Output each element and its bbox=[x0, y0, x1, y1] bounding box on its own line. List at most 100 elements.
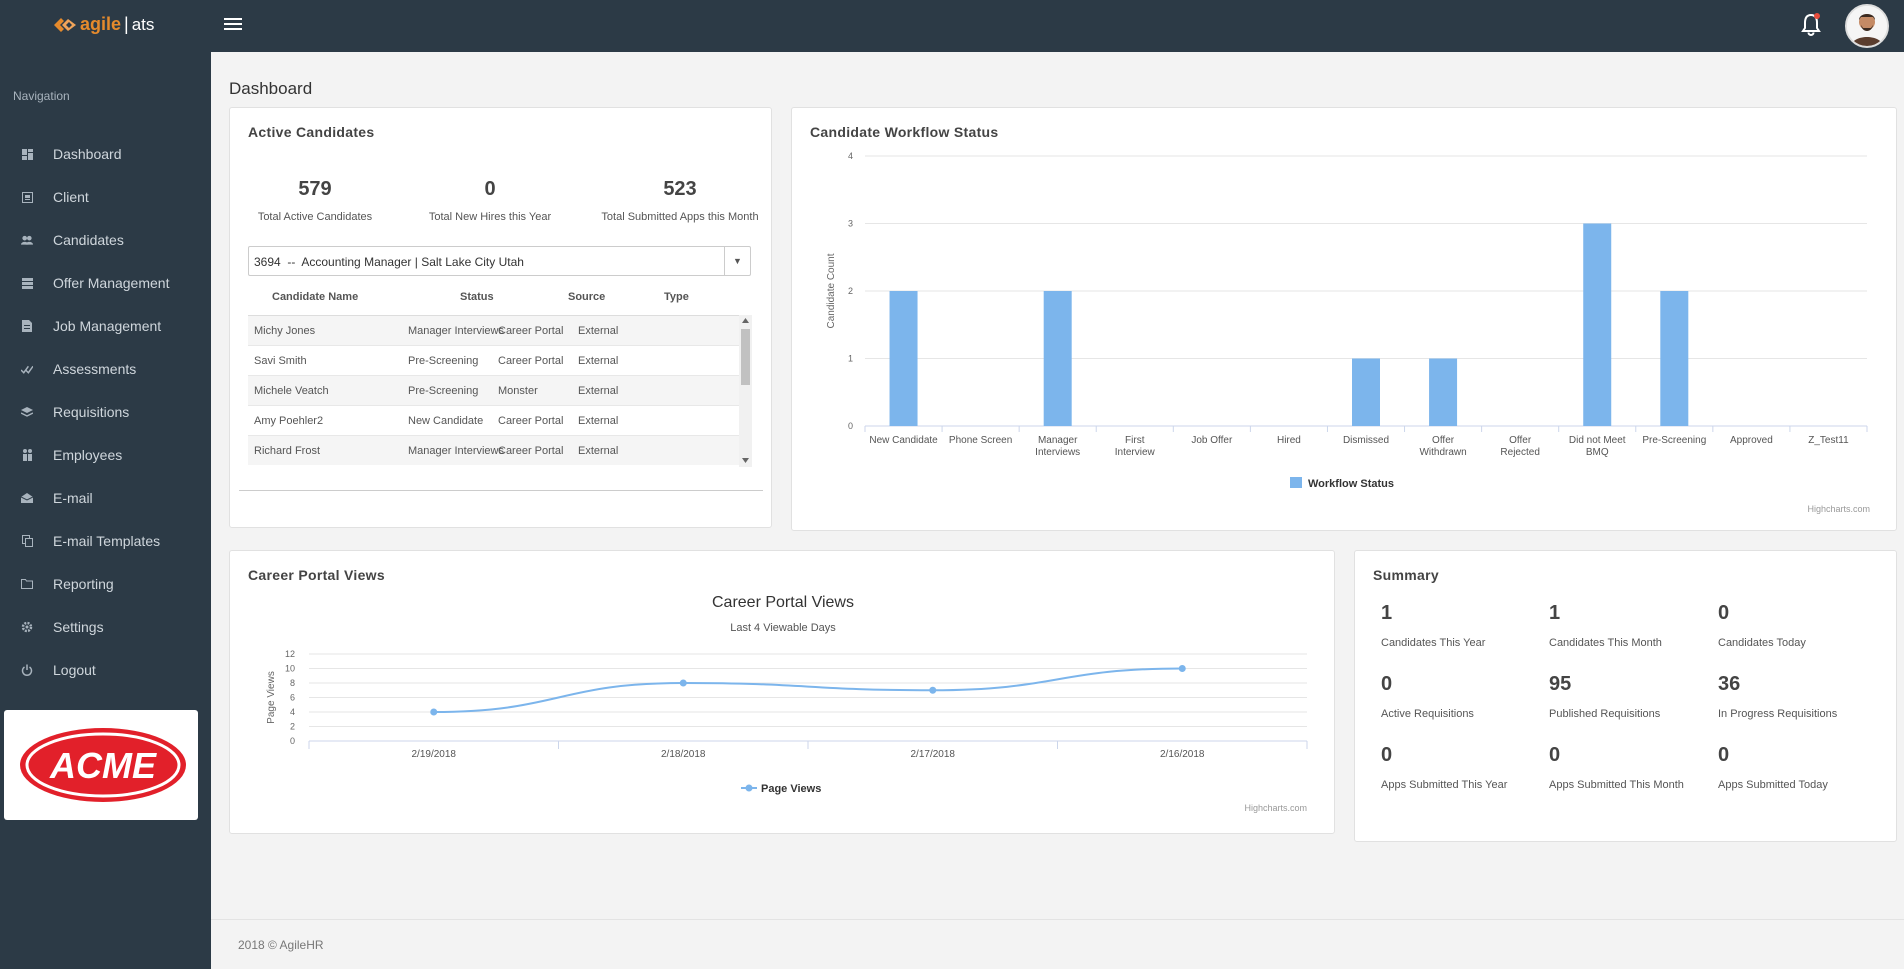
column-header-type[interactable]: Type bbox=[664, 291, 689, 303]
series-line bbox=[433, 667, 1183, 713]
cell-source: Career Portal bbox=[498, 415, 564, 427]
x-tick-label: Phone Screen bbox=[949, 435, 1012, 446]
summary-apps-month: 0 Apps Submitted This Month bbox=[1549, 744, 1684, 791]
panel-title: Summary bbox=[1373, 567, 1439, 583]
sidebar-item-label: Requisitions bbox=[53, 404, 130, 420]
x-tick-label: New Candidate bbox=[869, 435, 938, 446]
stat-label: Total Active Candidates bbox=[257, 211, 373, 223]
summary-active-requisitions: 0 Active Requisitions bbox=[1381, 673, 1474, 720]
sidebar-item-candidates[interactable]: Candidates bbox=[0, 220, 211, 260]
x-tick-label: Pre-Screening bbox=[1642, 435, 1706, 446]
client-logo-box: ACME bbox=[4, 710, 198, 820]
sidebar-item-label: Logout bbox=[53, 662, 96, 678]
table-scrollbar[interactable] bbox=[739, 315, 752, 467]
x-tick-label: 2/19/2018 bbox=[412, 749, 457, 760]
workflow-status-chart: 0 1 2 3 4 Candidate Count New Candidate Phone S… bbox=[826, 151, 1868, 490]
sidebar-item-employees[interactable]: Employees bbox=[0, 435, 211, 475]
summary-label: Published Requisitions bbox=[1549, 708, 1661, 720]
y-tick-label: 10 bbox=[285, 664, 295, 674]
x-tick-label: Job Offer bbox=[1191, 435, 1233, 446]
summary-value: 0 bbox=[1549, 744, 1561, 766]
agile-logo-icon bbox=[54, 17, 76, 32]
app-logo[interactable]: agile | ats bbox=[54, 14, 154, 35]
career-portal-views-panel: Career Portal Views Career Portal Views L… bbox=[229, 550, 1335, 834]
sidebar-item-email-templates[interactable]: E-mail Templates bbox=[0, 521, 211, 561]
y-tick-label: 1 bbox=[848, 354, 853, 364]
scroll-down-icon[interactable] bbox=[742, 458, 749, 463]
table-row[interactable]: Amy Poehler2 New Candidate Career Portal… bbox=[248, 406, 739, 436]
sidebar-item-assessments[interactable]: Assessments bbox=[0, 349, 211, 389]
sidebar-item-logout[interactable]: Logout bbox=[0, 650, 211, 690]
summary-label: Candidates Today bbox=[1718, 637, 1806, 649]
cell-type: External bbox=[578, 355, 619, 367]
nav-heading: Navigation bbox=[13, 89, 70, 103]
summary-value: 95 bbox=[1549, 673, 1572, 695]
cell-status: Manager Interviews bbox=[408, 445, 504, 457]
stat-label: Total New Hires this Year bbox=[428, 211, 552, 223]
table-row[interactable]: Michy Jones Manager Interviews Career Po… bbox=[248, 316, 739, 346]
legend-marker bbox=[745, 784, 753, 792]
summary-published-requisitions: 95 Published Requisitions bbox=[1549, 673, 1660, 720]
table-row[interactable]: Richard Frost Manager Interviews Career … bbox=[248, 436, 739, 465]
data-point bbox=[679, 679, 687, 687]
y-tick-label: 2 bbox=[290, 722, 295, 732]
x-tick-label: Interviews bbox=[1035, 447, 1080, 458]
sidebar-item-job-management[interactable]: Job Management bbox=[0, 306, 211, 346]
summary-apps-today: 0 Apps Submitted Today bbox=[1718, 744, 1828, 791]
table-row[interactable]: Savi Smith Pre-Screening Career Portal E… bbox=[248, 346, 739, 376]
summary-value: 1 bbox=[1381, 602, 1393, 624]
client-icon bbox=[21, 191, 33, 203]
menu-toggle-icon[interactable] bbox=[224, 18, 242, 32]
sidebar-item-dashboard[interactable]: Dashboard bbox=[0, 134, 211, 174]
chevron-down-icon[interactable]: ▼ bbox=[724, 247, 750, 275]
column-header-status[interactable]: Status bbox=[460, 291, 494, 303]
sidebar-item-reporting[interactable]: Reporting bbox=[0, 564, 211, 604]
page-title: Dashboard bbox=[229, 79, 313, 98]
sidebar-item-label: Reporting bbox=[53, 576, 114, 592]
notification-bell-icon[interactable] bbox=[1800, 12, 1822, 36]
copy-icon bbox=[21, 535, 33, 547]
cell-name: Savi Smith bbox=[254, 355, 307, 367]
y-tick-label: 8 bbox=[290, 678, 295, 688]
sidebar-item-label: Job Management bbox=[53, 318, 162, 334]
scroll-up-icon[interactable] bbox=[742, 318, 749, 323]
x-tick-label: Hired bbox=[1277, 435, 1301, 446]
sidebar: Navigation Dashboard Client Candidates O… bbox=[0, 52, 211, 969]
panel-title: Active Candidates bbox=[248, 124, 375, 140]
sidebar-item-label: Offer Management bbox=[53, 275, 170, 291]
sidebar-item-email[interactable]: E-mail bbox=[0, 478, 211, 518]
user-avatar[interactable] bbox=[1845, 4, 1889, 48]
folder-icon bbox=[21, 578, 33, 590]
footer-copyright: 2018 © AgileHR bbox=[238, 938, 324, 952]
cell-status: Pre-Screening bbox=[408, 385, 479, 397]
chart-credit[interactable]: Highcharts.com bbox=[1244, 803, 1307, 813]
sidebar-item-requisitions[interactable]: Requisitions bbox=[0, 392, 211, 432]
cell-status: Pre-Screening bbox=[408, 355, 479, 367]
x-tick-label: 2/18/2018 bbox=[661, 749, 706, 760]
portal-views-chart: Career Portal Views Last 4 Viewable Days 0… bbox=[266, 594, 1308, 795]
x-tick-label: 2/17/2018 bbox=[911, 749, 956, 760]
chart-credit[interactable]: Highcharts.com bbox=[1807, 504, 1870, 514]
column-header-name[interactable]: Candidate Name bbox=[272, 291, 359, 303]
chart-title: Career Portal Views bbox=[712, 594, 854, 611]
column-header-source[interactable]: Source bbox=[568, 291, 606, 303]
table-row[interactable]: Michele Veatch Pre-Screening Monster Ext… bbox=[248, 376, 739, 406]
bar bbox=[1583, 223, 1612, 426]
scroll-thumb[interactable] bbox=[741, 329, 750, 385]
cell-source: Career Portal bbox=[498, 445, 564, 457]
summary-value: 36 bbox=[1718, 673, 1741, 695]
x-tick-label: Rejected bbox=[1500, 447, 1539, 458]
sidebar-item-settings[interactable]: Settings bbox=[0, 607, 211, 647]
y-axis-label: Page Views bbox=[266, 671, 277, 724]
check-icon bbox=[21, 363, 33, 375]
panel-title: Career Portal Views bbox=[248, 567, 385, 583]
legend-label: Workflow Status bbox=[1308, 478, 1394, 490]
y-tick-label: 2 bbox=[848, 286, 853, 296]
stat-value: 0 bbox=[484, 178, 496, 200]
job-select[interactable]: 3694 -- Accounting Manager | Salt Lake C… bbox=[248, 246, 751, 276]
cell-type: External bbox=[578, 325, 619, 337]
data-point bbox=[929, 686, 937, 694]
sidebar-item-offer-management[interactable]: Offer Management bbox=[0, 263, 211, 303]
cell-source: Career Portal bbox=[498, 325, 564, 337]
sidebar-item-client[interactable]: Client bbox=[0, 177, 211, 217]
